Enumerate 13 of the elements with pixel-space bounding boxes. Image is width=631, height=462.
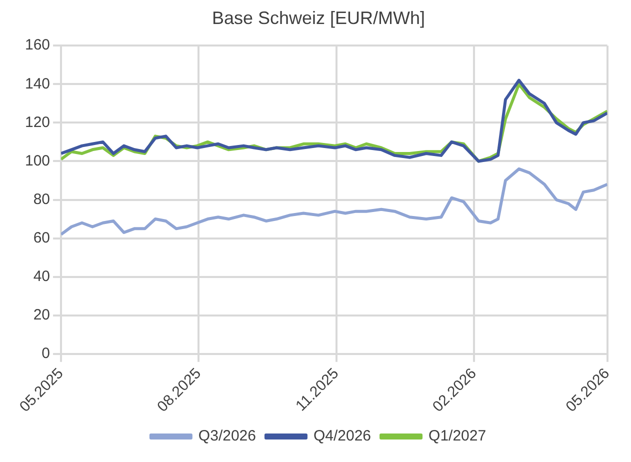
y-tick-label: 100 — [24, 152, 50, 170]
y-tick-label: 80 — [33, 190, 50, 208]
y-tick-label: 0 — [42, 345, 50, 362]
y-tick-label: 140 — [24, 75, 50, 92]
chart-title: Base Schweiz [EUR/MWh] — [212, 8, 426, 28]
legend-label: Q1/2027 — [428, 428, 486, 445]
legend-label: Q4/2026 — [313, 428, 372, 445]
y-tick-label: 120 — [24, 114, 50, 131]
legend-label: Q3/2026 — [198, 428, 256, 445]
y-tick-label: 20 — [33, 306, 50, 324]
y-tick-label: 160 — [24, 36, 50, 54]
y-tick-label: 40 — [33, 268, 50, 285]
y-tick-label: 60 — [33, 229, 50, 246]
